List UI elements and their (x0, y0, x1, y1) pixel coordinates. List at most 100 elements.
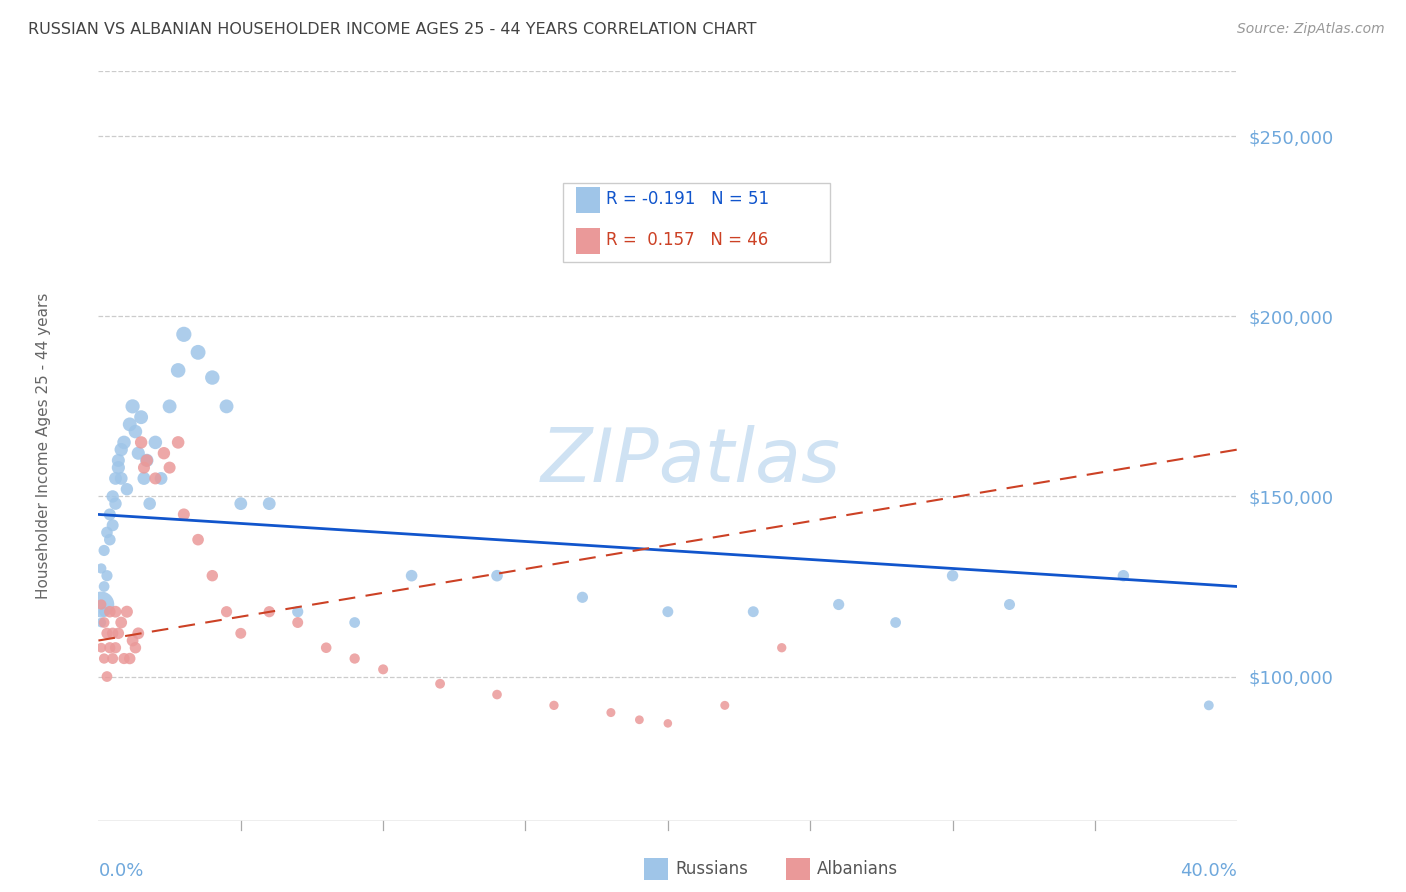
Point (543, 698, 565, 713)
Point (942, 568, 965, 582)
Point (373, 662, 395, 676)
Point (135, 453, 157, 467)
Point (287, 605, 309, 619)
Point (93, 605, 115, 619)
Text: R =  0.157   N = 46: R = 0.157 N = 46 (606, 231, 769, 249)
Text: 0.0%: 0.0% (98, 862, 143, 880)
Point (101, 518, 124, 533)
Point (110, 442, 132, 457)
Point (127, 626, 149, 640)
Point (118, 417, 141, 432)
Point (600, 706, 623, 720)
Point (884, 615, 907, 630)
Text: Source: ZipAtlas.com: Source: ZipAtlas.com (1237, 22, 1385, 37)
Point (343, 615, 366, 630)
Point (129, 435, 152, 450)
Point (90, 598, 112, 612)
Point (756, 183, 779, 197)
Point (998, 598, 1021, 612)
Point (104, 471, 127, 485)
Text: Albanians: Albanians (817, 860, 898, 879)
Point (770, 640, 793, 655)
Point (112, 651, 135, 665)
Point (115, 605, 138, 619)
Point (145, 435, 167, 450)
Point (93, 615, 115, 630)
Point (173, 508, 195, 522)
Point (107, 626, 129, 640)
Point (132, 460, 155, 475)
Point (101, 490, 124, 504)
Point (201, 568, 224, 582)
Point (107, 460, 129, 475)
Point (259, 497, 281, 511)
Point (343, 651, 366, 665)
Point (90, 561, 112, 575)
Point (657, 605, 679, 619)
Point (112, 435, 135, 450)
Point (187, 533, 209, 547)
Point (714, 698, 737, 713)
Point (121, 400, 143, 414)
Point (628, 713, 651, 727)
Point (93, 580, 115, 594)
Point (129, 410, 152, 425)
Point (98, 640, 121, 655)
Point (187, 345, 209, 359)
Point (153, 446, 176, 460)
Point (96, 525, 118, 540)
Point (145, 471, 167, 485)
Text: Householder Income Ages 25 - 44 years: Householder Income Ages 25 - 44 years (37, 293, 51, 599)
Point (96, 568, 118, 582)
Point (429, 677, 451, 691)
Text: Russians: Russians (675, 860, 748, 879)
Point (159, 460, 181, 475)
Point (93, 651, 115, 665)
Point (135, 453, 157, 467)
Point (101, 651, 124, 665)
Point (138, 497, 160, 511)
Point (229, 497, 252, 511)
Point (1112, 568, 1135, 582)
Text: RUSSIAN VS ALBANIAN HOUSEHOLDER INCOME AGES 25 - 44 YEARS CORRELATION CHART: RUSSIAN VS ALBANIAN HOUSEHOLDER INCOME A… (28, 22, 756, 37)
Point (159, 400, 181, 414)
Point (110, 615, 132, 630)
Point (486, 568, 509, 582)
Point (96, 626, 118, 640)
Point (104, 497, 127, 511)
Point (104, 640, 127, 655)
Point (121, 633, 143, 648)
Point (828, 598, 851, 612)
Point (93, 543, 115, 558)
Point (127, 446, 149, 460)
Point (110, 471, 132, 485)
Point (167, 435, 190, 450)
Point (1198, 698, 1220, 713)
Point (90, 615, 112, 630)
Point (215, 400, 238, 414)
Point (486, 688, 509, 702)
Text: ZIPatlas: ZIPatlas (540, 425, 841, 497)
Point (229, 626, 252, 640)
Point (118, 651, 141, 665)
Point (132, 471, 155, 485)
Point (98, 508, 121, 522)
Point (173, 327, 195, 342)
Point (90, 640, 112, 655)
Point (571, 591, 593, 605)
Point (259, 605, 281, 619)
Text: 40.0%: 40.0% (1181, 862, 1237, 880)
Point (401, 568, 423, 582)
Point (115, 482, 138, 496)
Point (101, 626, 124, 640)
Point (287, 615, 309, 630)
Point (315, 640, 337, 655)
Point (107, 453, 129, 467)
Point (167, 363, 190, 377)
Point (98, 605, 121, 619)
Point (104, 605, 127, 619)
Point (150, 471, 173, 485)
Point (96, 669, 118, 683)
Point (90, 598, 112, 612)
Point (657, 716, 679, 731)
